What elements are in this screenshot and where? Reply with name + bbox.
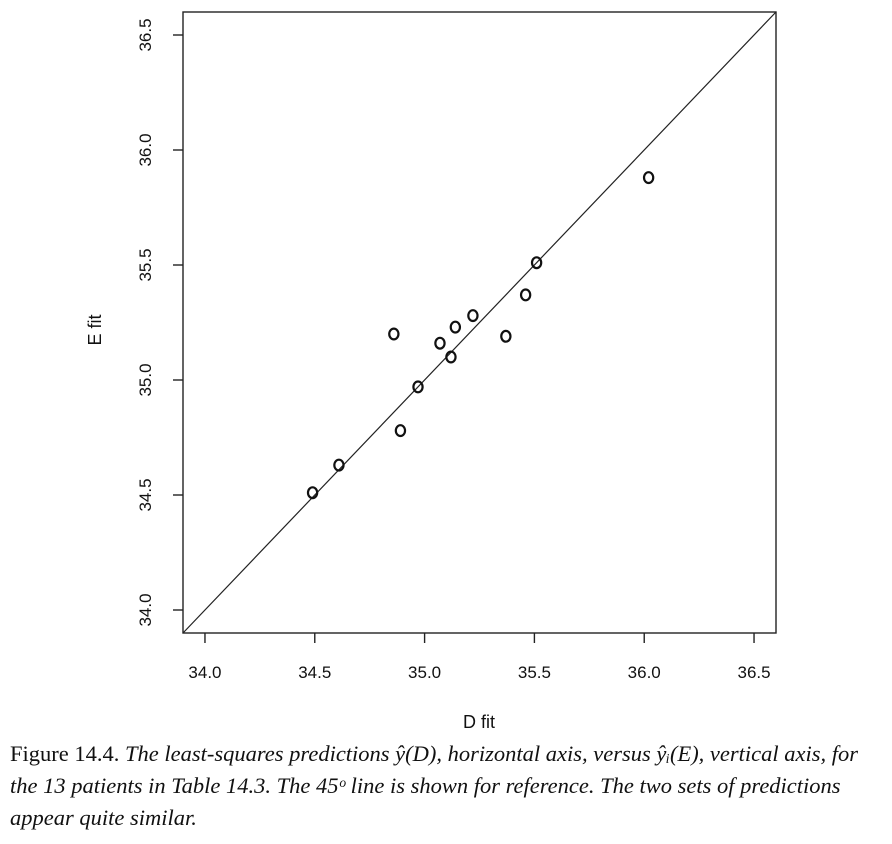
- y-tick-label: 36.5: [136, 18, 155, 51]
- data-point-7: [445, 350, 457, 364]
- data-point-11: [519, 288, 532, 302]
- data-point-8: [449, 320, 462, 334]
- data-point-3: [388, 327, 400, 341]
- data-point-5: [412, 380, 424, 394]
- x-tick-label: 36.0: [628, 663, 661, 682]
- y-tick-label: 34.5: [136, 478, 155, 511]
- scatter-plot: 34.0 34.5 35.0 35.5 36.0 36.5 34.0 34.5 35.0 35.…: [85, 11, 777, 732]
- data-point-12: [530, 256, 543, 270]
- data-point-2: [333, 458, 345, 472]
- x-axis-title: D fit: [463, 712, 495, 732]
- y-axis-title: E fit: [85, 314, 105, 345]
- y-tick-label: 35.0: [136, 363, 155, 396]
- caption-figure-label: Figure 14.4.: [10, 741, 120, 766]
- reference-line-45deg: [182, 11, 777, 634]
- x-tick-label: 35.5: [518, 663, 551, 682]
- data-point-4: [394, 424, 407, 438]
- x-tick-label: 35.0: [408, 663, 441, 682]
- y-tick-label: 35.5: [136, 248, 155, 281]
- x-tick-label: 36.5: [737, 663, 770, 682]
- data-point-13: [642, 171, 655, 185]
- x-tick-label: 34.5: [298, 663, 331, 682]
- y-tick-label: 34.0: [136, 593, 155, 626]
- figure-caption: Figure 14.4. The least-squares predictio…: [10, 738, 884, 834]
- caption-text: The least-squares predictions ŷ(D), hori…: [10, 741, 859, 830]
- data-point-10: [500, 329, 512, 343]
- y-tick-label: 36.0: [136, 133, 155, 166]
- data-point-1: [306, 486, 319, 500]
- x-tick-label: 34.0: [188, 663, 221, 682]
- data-point-6: [434, 336, 446, 350]
- data-point-9: [467, 309, 479, 323]
- plot-frame: [182, 11, 777, 634]
